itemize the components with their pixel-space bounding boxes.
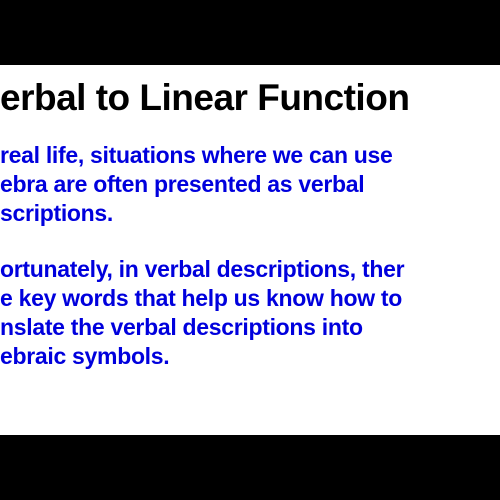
p2-line1: ortunately, in verbal descriptions, ther [0, 256, 404, 282]
p1-line2: ebra are often presented as verbal [0, 171, 364, 197]
paragraph-1: real life, situations where we can use e… [0, 141, 500, 227]
slide-content: erbal to Linear Function real life, situ… [0, 77, 500, 370]
p2-line4: ebraic symbols. [0, 343, 169, 369]
p1-line3: scriptions. [0, 200, 113, 226]
p2-line2: e key words that help us know how to [0, 285, 402, 311]
slide-title: erbal to Linear Function [0, 77, 500, 119]
slide-container: erbal to Linear Function real life, situ… [0, 65, 500, 435]
paragraph-2: ortunately, in verbal descriptions, ther… [0, 255, 500, 370]
p2-line3: nslate the verbal descriptions into [0, 314, 363, 340]
p1-line1: real life, situations where we can use [0, 142, 393, 168]
